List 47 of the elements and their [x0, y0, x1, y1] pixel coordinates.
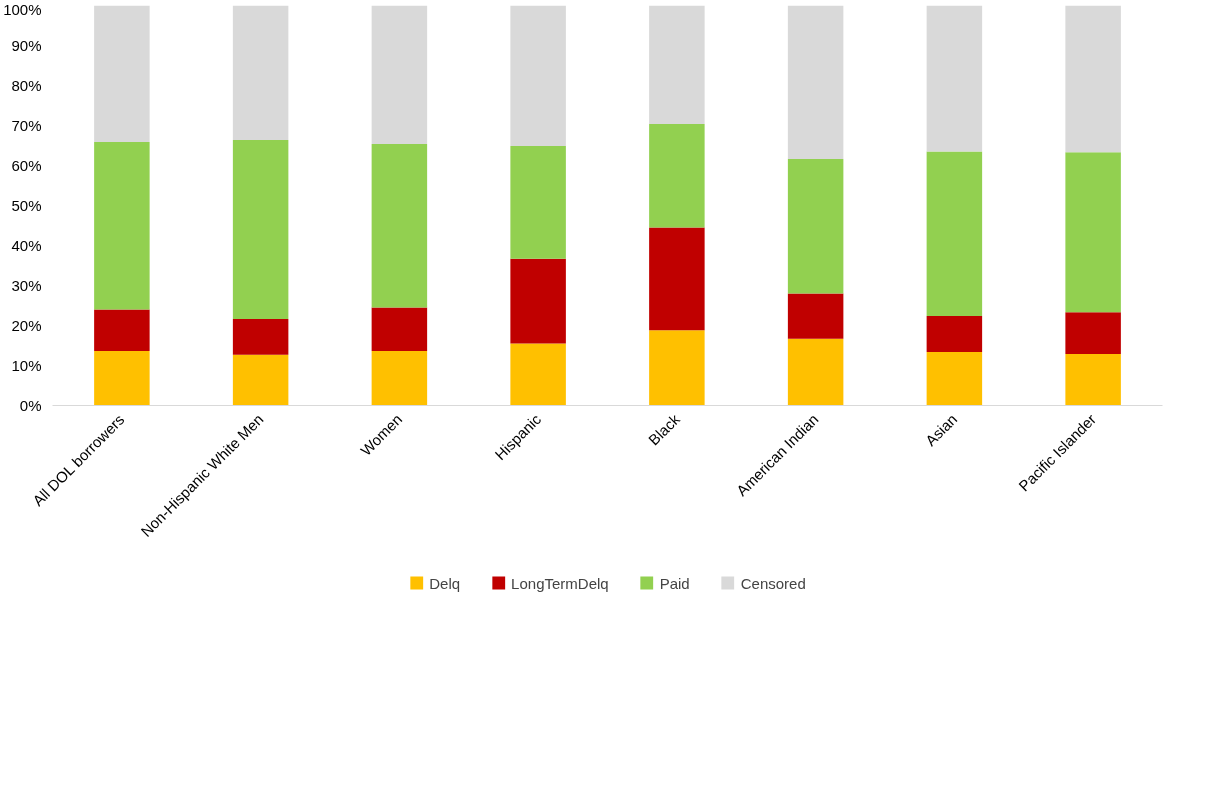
- bar: [371, 143, 428, 308]
- bar: [787, 338, 844, 406]
- bar: [94, 141, 150, 310]
- bar: [649, 227, 705, 331]
- bar: [510, 145, 566, 259]
- bar: [371, 307, 428, 352]
- bar: [787, 5, 844, 160]
- y-tick-label: 70%: [11, 117, 42, 134]
- y-tick-label: 80%: [11, 77, 42, 94]
- bar: [926, 5, 983, 152]
- bar: [232, 354, 289, 406]
- bar: [787, 159, 844, 294]
- bar: [232, 5, 289, 140]
- y-tick-label: 20%: [11, 317, 42, 334]
- y-tick-label: 60%: [11, 157, 42, 174]
- legend-label: Censored: [740, 574, 806, 592]
- bar: [232, 139, 289, 320]
- bar: [649, 123, 705, 228]
- bar: [926, 351, 983, 406]
- bar: [1065, 312, 1121, 354]
- bar: [787, 293, 844, 339]
- bar: [1065, 5, 1121, 153]
- bar: [1065, 353, 1121, 406]
- y-tick-label: 0%: [19, 397, 42, 414]
- y-tick-label: 10%: [11, 357, 42, 374]
- bar: [510, 5, 566, 146]
- bar: [926, 151, 983, 316]
- legend-label: LongTermDelq: [511, 574, 609, 592]
- legend-label: Delq: [429, 574, 461, 592]
- bar: [926, 315, 983, 352]
- bar: [94, 5, 150, 142]
- bar: [649, 5, 705, 124]
- bar: [510, 258, 566, 344]
- y-tick-label: 100%: [3, 0, 42, 18]
- y-tick-label: 90%: [11, 37, 42, 54]
- legend-label: Paid: [659, 574, 690, 592]
- y-tick-label: 50%: [11, 197, 42, 214]
- bar: [510, 343, 566, 406]
- bar: [232, 319, 289, 355]
- bar: [94, 351, 150, 406]
- y-tick-label: 40%: [11, 237, 42, 254]
- bar: [649, 330, 705, 406]
- bar: [94, 309, 150, 352]
- bar: [371, 5, 428, 144]
- y-tick-label: 30%: [11, 277, 42, 294]
- bar: [371, 351, 428, 406]
- bar: [1065, 152, 1121, 313]
